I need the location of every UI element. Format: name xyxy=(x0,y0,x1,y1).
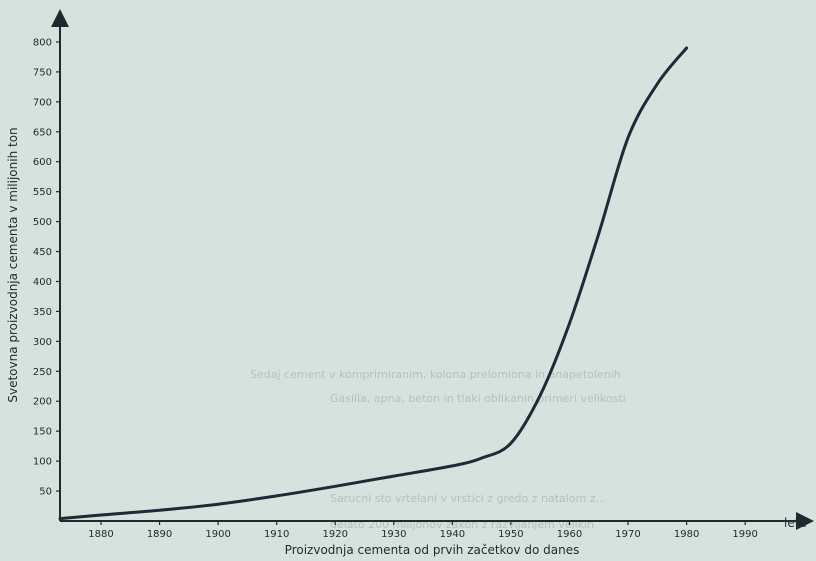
data-point xyxy=(656,82,659,86)
x-tick-label: 1910 xyxy=(264,529,289,540)
y-tick-label: 800 xyxy=(33,37,52,48)
y-tick-label: 700 xyxy=(33,97,52,108)
x-axis-title: Proizvodnja cementa od prvih začetkov do… xyxy=(285,543,580,557)
y-tick-label: 50 xyxy=(39,487,52,498)
data-point xyxy=(158,509,161,512)
data-point xyxy=(685,46,688,50)
data-point xyxy=(480,456,483,460)
x-tick-label: 1930 xyxy=(381,529,406,540)
y-tick-label: 750 xyxy=(33,67,52,78)
x-tick-label: 1920 xyxy=(323,529,348,540)
data-point xyxy=(626,136,630,139)
data-point xyxy=(451,464,454,468)
bleed-line-1: Sedaj cement v komprimiranim, kolona pre… xyxy=(250,368,621,381)
x-unit-label: leta xyxy=(784,516,807,530)
y-tick-label: 550 xyxy=(33,187,52,198)
y-tick-label: 150 xyxy=(33,427,52,438)
y-tick-label: 450 xyxy=(33,247,52,258)
y-tick-label: 400 xyxy=(33,277,52,288)
x-tick-label: 1950 xyxy=(498,529,523,540)
y-tick-label: 250 xyxy=(33,367,52,378)
data-point xyxy=(334,485,337,488)
series-layer xyxy=(58,46,689,521)
y-axis-title: Svetovna proizvodnja cementa v milijonih… xyxy=(6,127,20,402)
data-point xyxy=(538,394,542,397)
data-point xyxy=(58,517,62,520)
x-tick-label: 1960 xyxy=(557,529,582,540)
x-ticks: 1880 1890 1900 1910 1920 1930 1940 1950 1960 1970… xyxy=(88,521,758,540)
data-point xyxy=(568,322,571,325)
data-point xyxy=(216,503,220,506)
y-tick-label: 350 xyxy=(33,307,52,318)
bleed-line-3: Sarucni sto vrtelani v vrstici z gredo z… xyxy=(330,492,606,505)
data-point xyxy=(509,441,513,445)
data-point xyxy=(99,513,103,517)
y-ticks: 50 100 150 200 250 300 350 400 450 500 550 600 650 70… xyxy=(33,37,60,498)
y-tick-label: 650 xyxy=(33,127,52,138)
bleed-line-2: Gasilla, apna, beton in tlaki oblikanin … xyxy=(330,392,626,405)
y-tick-label: 600 xyxy=(33,157,52,168)
data-point xyxy=(597,232,600,235)
y-tick-label: 500 xyxy=(33,217,52,228)
x-tick-label: 1970 xyxy=(615,529,640,540)
background-bleed-text: Sedaj cement v komprimiranim, kolona pre… xyxy=(250,368,626,531)
x-tick-label: 1880 xyxy=(88,529,113,540)
y-tick-label: 200 xyxy=(33,397,52,408)
x-tick-label: 1990 xyxy=(732,529,757,540)
series-line xyxy=(58,46,689,521)
data-point xyxy=(392,474,395,478)
x-tick-label: 1980 xyxy=(674,529,699,540)
y-tick-label: 100 xyxy=(33,457,52,468)
data-point xyxy=(275,494,278,498)
x-tick-label: 1900 xyxy=(205,529,230,540)
x-tick-label: 1890 xyxy=(147,529,172,540)
x-tick-label: 1940 xyxy=(440,529,465,540)
y-tick-label: 300 xyxy=(33,337,52,348)
